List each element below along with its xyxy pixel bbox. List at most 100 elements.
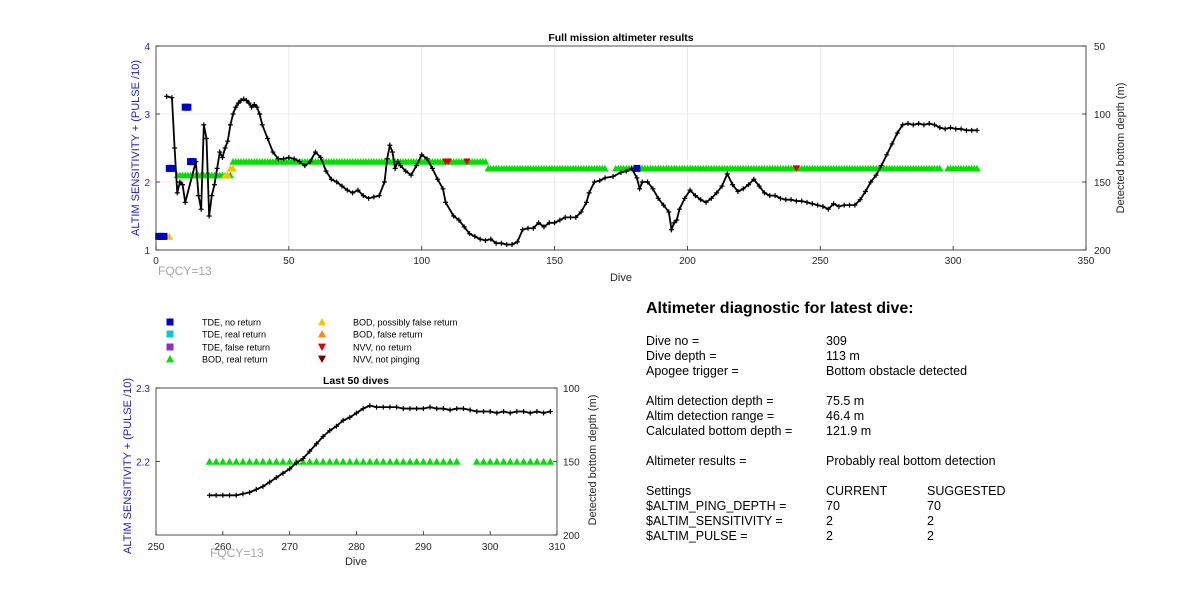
depth-point — [878, 163, 884, 169]
depth-point — [454, 406, 460, 412]
depth-point — [403, 168, 409, 174]
depth-point — [586, 190, 592, 196]
depth-point — [568, 214, 574, 220]
bod-real-return-marker — [279, 457, 287, 465]
legend-marker — [318, 355, 326, 363]
depth-point — [211, 182, 217, 188]
depth-point — [493, 240, 499, 246]
depth-point — [334, 179, 340, 185]
depth-point — [209, 193, 215, 199]
depth-point — [698, 197, 704, 203]
depth-point — [756, 183, 762, 189]
depth-point — [313, 441, 319, 447]
depth-point — [360, 193, 366, 199]
depth-point — [504, 242, 510, 248]
x-tick-label: 50 — [283, 256, 295, 267]
depth-point — [257, 111, 263, 117]
depth-point — [815, 202, 821, 208]
depth-point — [300, 456, 306, 462]
dive-depth-label: Dive depth = — [646, 349, 717, 363]
diagnostic-row: Apogee trigger = Bottom obstacle detecte… — [646, 364, 1166, 379]
depth-point — [645, 179, 651, 185]
apogee-trigger-value: Bottom obstacle detected — [826, 364, 968, 378]
bod-real-return-marker — [219, 457, 227, 465]
depth-point — [443, 199, 449, 205]
depth-point — [547, 409, 553, 415]
depth-point — [671, 220, 677, 226]
x-tick-label: 0 — [153, 256, 159, 267]
bottom-chart-ylabel-right: Detected bottom depth (m) — [587, 395, 599, 526]
bod-real-return-marker — [546, 457, 555, 465]
top-chart-marks — [155, 93, 981, 248]
depth-point — [974, 127, 980, 133]
depth-point — [557, 217, 563, 223]
depth-point — [562, 214, 568, 220]
x-tick-label: 250 — [812, 256, 829, 267]
top-x-ticks: 0 50 100 150 200 250 300 350 — [153, 246, 1095, 267]
depth-point — [509, 242, 515, 248]
depth-point — [323, 168, 329, 174]
depth-point — [196, 193, 202, 199]
bod-real-return-marker — [526, 457, 535, 465]
bod-real-return-marker — [406, 457, 414, 465]
top-y-ticks: 1 2 3 4 — [144, 42, 160, 257]
apogee-trigger-label: Apogee trigger = — [646, 364, 739, 378]
legend: TDE, no return TDE, real return TDE, false… — [166, 318, 458, 365]
diagnostic-row: Altim detection depth = 75.5 m — [646, 394, 1166, 409]
setting-name: $ALTIM_SENSITIVITY = — [646, 514, 783, 528]
bottom-x-ticks: 250 260 270 280 290 300 310 — [148, 531, 566, 553]
altim-detection-depth-value: 75.5 m — [826, 394, 865, 408]
x-tick-label: 310 — [549, 542, 566, 553]
diagnostic-row: Dive no = 309 — [646, 334, 1166, 349]
depth-point — [169, 95, 175, 101]
depth-point — [265, 135, 271, 141]
depth-point — [692, 193, 698, 199]
diagnostic-row: Altim detection range = 46.4 m — [646, 409, 1166, 424]
diagnostic-title: Altimeter diagnostic for latest dive: — [646, 300, 914, 317]
depth-point — [251, 101, 257, 107]
depth-point — [291, 156, 297, 162]
depth-point — [434, 406, 440, 412]
top-y-right-ticks: 50 100 150 200 — [1082, 42, 1111, 257]
depth-point — [344, 187, 350, 193]
setting-current: 2 — [826, 514, 833, 528]
settings-header-row: Settings CURRENT SUGGESTED — [646, 484, 1166, 499]
bod-real-return-marker — [479, 457, 488, 465]
depth-point — [932, 122, 938, 128]
depth-point — [772, 193, 778, 199]
depth-point — [862, 189, 868, 195]
bottom-chart-title: Last 50 dives — [323, 375, 389, 387]
depth-point — [397, 163, 403, 169]
bod-real-return-marker — [252, 457, 261, 465]
dive-no-value: 309 — [826, 334, 847, 348]
setting-name: $ALTIM_PULSE = — [646, 529, 748, 543]
depth-point — [293, 460, 299, 466]
top-chart-ylabel-right: Detected bottom depth (m) — [1115, 83, 1127, 214]
bod-real-return-marker — [359, 457, 367, 465]
depth-point — [172, 145, 178, 151]
bod-real-return-marker — [305, 457, 314, 465]
depth-point — [164, 93, 170, 99]
depth-point — [233, 492, 239, 498]
y-tick-label: 1 — [144, 246, 150, 257]
tde-no-return-marker — [184, 103, 192, 111]
depth-point — [708, 195, 714, 201]
setting-suggested: 2 — [927, 529, 934, 543]
legend-label: BOD, false return — [353, 330, 423, 340]
bod-real-return-marker — [412, 457, 421, 465]
depth-point — [536, 220, 542, 226]
depth-point — [220, 492, 226, 498]
setting-suggested: 2 — [927, 514, 934, 528]
depth-point — [440, 406, 446, 412]
depth-point — [222, 145, 228, 151]
y-right-tick-label: 200 — [563, 531, 580, 542]
bod-real-return-marker — [339, 457, 347, 465]
setting-name: $ALTIM_PING_DEPTH = — [646, 499, 787, 513]
depth-point — [429, 165, 435, 171]
depth-point — [682, 195, 688, 201]
bottom-chart-annotation: FQCY=13 — [210, 546, 264, 560]
depth-point — [953, 126, 959, 132]
calculated-bottom-depth-label: Calculated bottom depth = — [646, 424, 793, 438]
bod-real-return-marker — [245, 457, 254, 465]
